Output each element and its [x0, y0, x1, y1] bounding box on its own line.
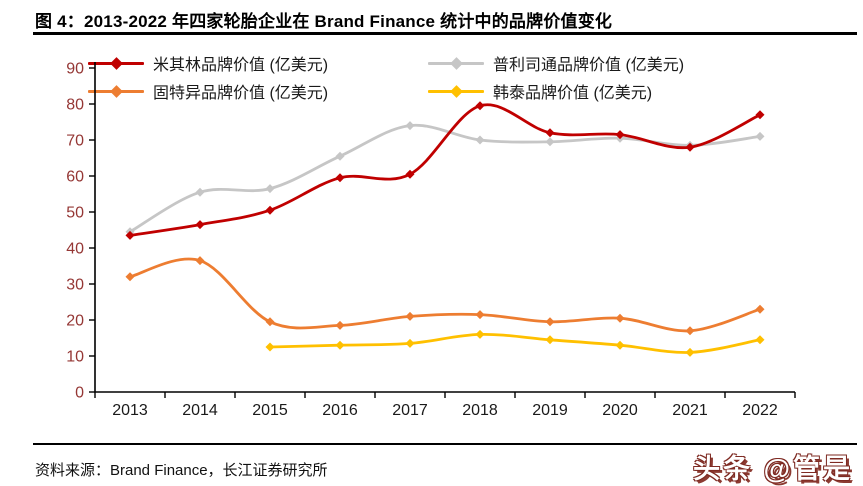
x-tick-label: 2020	[602, 402, 638, 419]
data-point-michelin	[545, 128, 555, 138]
y-tick-label: 40	[66, 241, 84, 258]
data-point-goodyear	[405, 311, 415, 321]
y-tick-label: 90	[66, 61, 84, 78]
data-point-michelin	[685, 142, 695, 152]
data-point-goodyear	[195, 256, 205, 266]
x-tick-label: 2022	[742, 402, 778, 419]
data-point-bridgestone	[405, 121, 415, 131]
x-tick-label: 2021	[672, 402, 708, 419]
legend-item-goodyear: 固特异品牌价值 (亿美元)	[88, 82, 329, 102]
data-point-goodyear	[265, 317, 275, 327]
legend-item-michelin: 米其林品牌价值 (亿美元)	[88, 54, 329, 74]
data-point-goodyear	[125, 272, 135, 282]
data-point-hankook	[405, 338, 415, 348]
source-note: 资料来源：Brand Finance，长江证券研究所	[35, 462, 328, 479]
legend-item-hankook: 韩泰品牌价值 (亿美元)	[428, 82, 653, 102]
x-tick-label: 2014	[182, 402, 218, 419]
series-line-hankook	[268, 332, 762, 354]
legend-label-michelin: 米其林品牌价值 (亿美元)	[153, 57, 329, 74]
x-tick-label: 2013	[112, 402, 148, 419]
data-point-hankook	[755, 335, 765, 345]
x-tick-label: 2016	[322, 402, 358, 419]
data-point-bridgestone	[195, 187, 205, 197]
data-point-hankook	[685, 347, 695, 357]
y-tick-label: 60	[66, 169, 84, 186]
data-point-bridgestone	[475, 135, 485, 145]
data-point-goodyear	[545, 317, 555, 327]
legend-label-hankook: 韩泰品牌价值 (亿美元)	[493, 85, 653, 102]
watermark-logo: 头条 @管是	[693, 454, 853, 484]
y-tick-label: 0	[75, 385, 84, 402]
x-tick-label: 2017	[392, 402, 428, 419]
data-point-hankook	[475, 329, 485, 339]
legend-marker-michelin	[88, 55, 144, 71]
data-point-goodyear	[615, 313, 625, 323]
data-point-michelin	[265, 205, 275, 215]
data-point-michelin	[125, 230, 135, 240]
legend-label-goodyear: 固特异品牌价值 (亿美元)	[153, 85, 329, 102]
data-point-bridgestone	[265, 184, 275, 194]
data-point-hankook	[615, 340, 625, 350]
x-tick-label: 2019	[532, 402, 568, 419]
data-point-michelin	[335, 173, 345, 183]
data-point-goodyear	[475, 310, 485, 320]
title-underline	[33, 32, 857, 35]
data-point-bridgestone	[755, 131, 765, 141]
footer-divider	[33, 443, 857, 445]
data-point-goodyear	[335, 320, 345, 330]
y-tick-label: 70	[66, 133, 84, 150]
data-point-bridgestone	[545, 137, 555, 147]
legend-marker-hankook	[428, 83, 484, 99]
x-tick-label: 2018	[462, 402, 498, 419]
data-point-hankook	[265, 342, 275, 352]
y-tick-label: 30	[66, 277, 84, 294]
data-point-michelin	[755, 110, 765, 120]
series-line-goodyear	[128, 257, 762, 333]
data-point-goodyear	[755, 304, 765, 314]
data-point-goodyear	[685, 326, 695, 336]
series-line-bridgestone	[128, 123, 762, 234]
y-tick-label: 10	[66, 349, 84, 366]
x-tick-label: 2015	[252, 402, 288, 419]
data-point-hankook	[545, 335, 555, 345]
data-point-michelin	[195, 220, 205, 230]
y-tick-label: 80	[66, 97, 84, 114]
y-tick-label: 50	[66, 205, 84, 222]
data-point-bridgestone	[335, 151, 345, 161]
series-line-michelin	[128, 103, 762, 237]
legend-marker-bridgestone	[428, 55, 484, 71]
legend-item-bridgestone: 普利司通品牌价值 (亿美元)	[428, 54, 685, 74]
legend-marker-goodyear	[88, 83, 144, 99]
legend-label-bridgestone: 普利司通品牌价值 (亿美元)	[493, 57, 685, 74]
y-tick-label: 20	[66, 313, 84, 330]
data-point-michelin	[475, 101, 485, 111]
data-point-michelin	[405, 169, 415, 179]
data-point-michelin	[615, 130, 625, 140]
data-point-hankook	[335, 340, 345, 350]
figure-title: 图 4：2013-2022 年四家轮胎企业在 Brand Finance 统计中…	[35, 12, 613, 31]
